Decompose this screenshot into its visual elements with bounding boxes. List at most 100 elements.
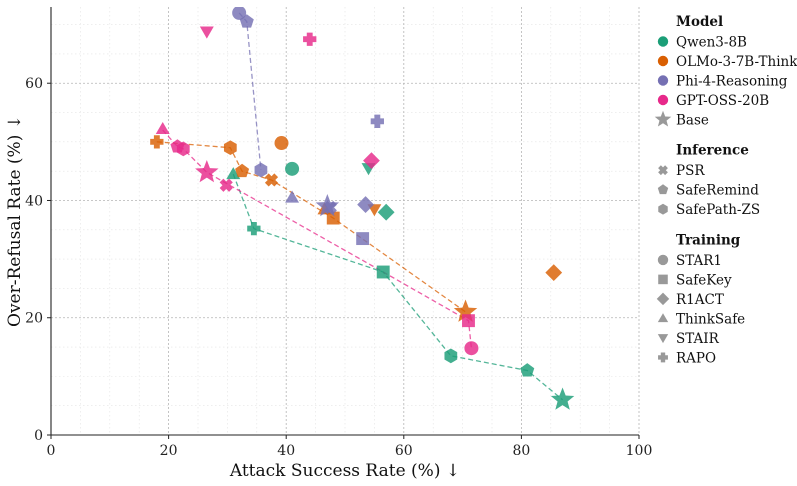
data-markers bbox=[150, 7, 575, 410]
legend-label: R1ACT bbox=[676, 292, 724, 308]
legend-label: SafePath-ZS bbox=[676, 202, 760, 218]
point-marker bbox=[199, 26, 214, 39]
legend-marker bbox=[657, 75, 669, 86]
axes bbox=[50, 7, 639, 436]
legend-marker bbox=[654, 110, 672, 127]
legend-marker bbox=[658, 165, 668, 176]
legend: Model Qwen3-8B OLMo-3-7B-Think Phi-4-Reason… bbox=[654, 14, 797, 366]
legend-entry: Base bbox=[654, 110, 709, 129]
point-marker bbox=[219, 178, 233, 192]
y-tick-label: 60 bbox=[25, 76, 43, 92]
point-marker bbox=[195, 160, 219, 183]
point-gpt-oss-20b-rapo bbox=[303, 32, 317, 46]
legend-title-model: Model bbox=[676, 14, 723, 30]
frontier-line-olmo-3-7b-think bbox=[156, 141, 466, 313]
y-axis-title: Over-Refusal Rate (%) ↓ bbox=[5, 115, 25, 327]
point-marker bbox=[226, 167, 241, 180]
point-olmo-3-7b-think-psr bbox=[264, 173, 279, 187]
point-phi-4-reasoning-safekey bbox=[356, 232, 370, 246]
point-qwen3-8b-r1act bbox=[377, 203, 395, 221]
legend-marker bbox=[657, 55, 669, 67]
point-qwen3-8b-rapo bbox=[247, 221, 261, 236]
legend-entry: STAIR bbox=[657, 331, 720, 347]
legend-marker bbox=[658, 274, 668, 285]
x-tick-label: 100 bbox=[626, 443, 653, 459]
point-gpt-oss-20b-thinksafe bbox=[155, 121, 170, 135]
legend-label: GPT-OSS-20B bbox=[676, 93, 769, 109]
point-marker bbox=[550, 387, 575, 410]
point-marker bbox=[223, 140, 237, 156]
point-phi-4-reasoning-safepath-zs bbox=[254, 162, 268, 178]
x-tick-label: 60 bbox=[395, 443, 413, 459]
frontier-line-phi-4-reasoning bbox=[238, 12, 262, 171]
legend-label: SafeRemind bbox=[676, 183, 759, 199]
point-gpt-oss-20b-safepath-zs bbox=[176, 141, 190, 157]
frontier-line-qwen3-8b bbox=[232, 173, 564, 401]
point-phi-4-reasoning-rapo bbox=[370, 114, 384, 128]
legend-entry: PSR bbox=[658, 163, 705, 179]
legend-entry: RAPO bbox=[658, 350, 716, 366]
point-marker bbox=[326, 211, 340, 225]
legend-entry: R1ACT bbox=[656, 292, 724, 308]
x-tick-label: 0 bbox=[47, 443, 56, 459]
legend-title-training: Training bbox=[676, 232, 741, 248]
legend-entry: STAR1 bbox=[657, 253, 722, 269]
legend-label: Phi-4-Reasoning bbox=[676, 74, 788, 90]
point-gpt-oss-20b-star1 bbox=[464, 341, 479, 356]
legend-label: STAIR bbox=[676, 331, 720, 347]
legend-label: STAR1 bbox=[676, 253, 722, 269]
point-phi-4-reasoning-psr bbox=[323, 200, 337, 215]
tick-labels: 0 20 40 60 80 100 0 20 40 60 bbox=[25, 76, 652, 459]
point-gpt-oss-20b-psr bbox=[219, 178, 233, 192]
point-qwen3-8b-base bbox=[550, 387, 575, 410]
point-marker bbox=[545, 264, 563, 281]
legend-label: RAPO bbox=[676, 350, 716, 366]
legend-label: Qwen3-8B bbox=[676, 35, 747, 51]
point-marker bbox=[464, 341, 479, 356]
point-marker bbox=[254, 162, 268, 178]
legend-entry: Qwen3-8B bbox=[657, 35, 747, 51]
legend-title-inference: Inference bbox=[676, 143, 749, 159]
legend-label: Base bbox=[676, 113, 709, 129]
point-qwen3-8b-safekey bbox=[376, 265, 390, 279]
legend-marker bbox=[657, 184, 669, 195]
point-marker bbox=[323, 200, 337, 215]
y-tick-label: 0 bbox=[34, 428, 43, 444]
x-tick-label: 40 bbox=[277, 443, 295, 459]
point-marker bbox=[453, 299, 478, 322]
point-marker bbox=[377, 203, 395, 221]
point-olmo-3-7b-think-saferemind bbox=[235, 163, 250, 178]
point-marker bbox=[520, 363, 535, 377]
point-marker bbox=[235, 163, 250, 178]
legend-marker bbox=[656, 292, 670, 306]
point-marker bbox=[370, 114, 384, 128]
point-marker bbox=[285, 190, 300, 203]
legend-entry: ThinkSafe bbox=[657, 311, 745, 327]
point-marker bbox=[303, 32, 317, 46]
point-marker bbox=[247, 221, 261, 236]
point-olmo-3-7b-think-base bbox=[453, 299, 478, 322]
point-qwen3-8b-safepath-zs bbox=[444, 348, 458, 364]
legend-marker bbox=[657, 36, 669, 47]
legend-marker bbox=[657, 334, 669, 344]
point-marker bbox=[274, 136, 289, 151]
point-marker bbox=[176, 141, 190, 157]
point-marker bbox=[155, 121, 170, 135]
point-marker bbox=[363, 152, 380, 170]
point-marker bbox=[444, 348, 458, 364]
x-axis-title: Attack Success Rate (%) ↓ bbox=[229, 461, 460, 481]
point-gpt-oss-20b-safekey bbox=[462, 314, 475, 328]
x-tick-label: 20 bbox=[160, 443, 178, 459]
point-marker bbox=[285, 161, 300, 176]
point-marker bbox=[356, 232, 370, 246]
point-marker bbox=[376, 265, 390, 279]
point-marker bbox=[357, 196, 374, 213]
legend-marker bbox=[657, 313, 669, 323]
point-phi-4-reasoning-r1act bbox=[357, 196, 374, 213]
legend-marker bbox=[657, 254, 669, 266]
point-olmo-3-7b-think-safekey bbox=[326, 211, 340, 225]
point-phi-4-reasoning-star1 bbox=[232, 7, 247, 20]
legend-label: PSR bbox=[676, 163, 705, 179]
point-olmo-3-7b-think-r1act bbox=[545, 264, 563, 281]
